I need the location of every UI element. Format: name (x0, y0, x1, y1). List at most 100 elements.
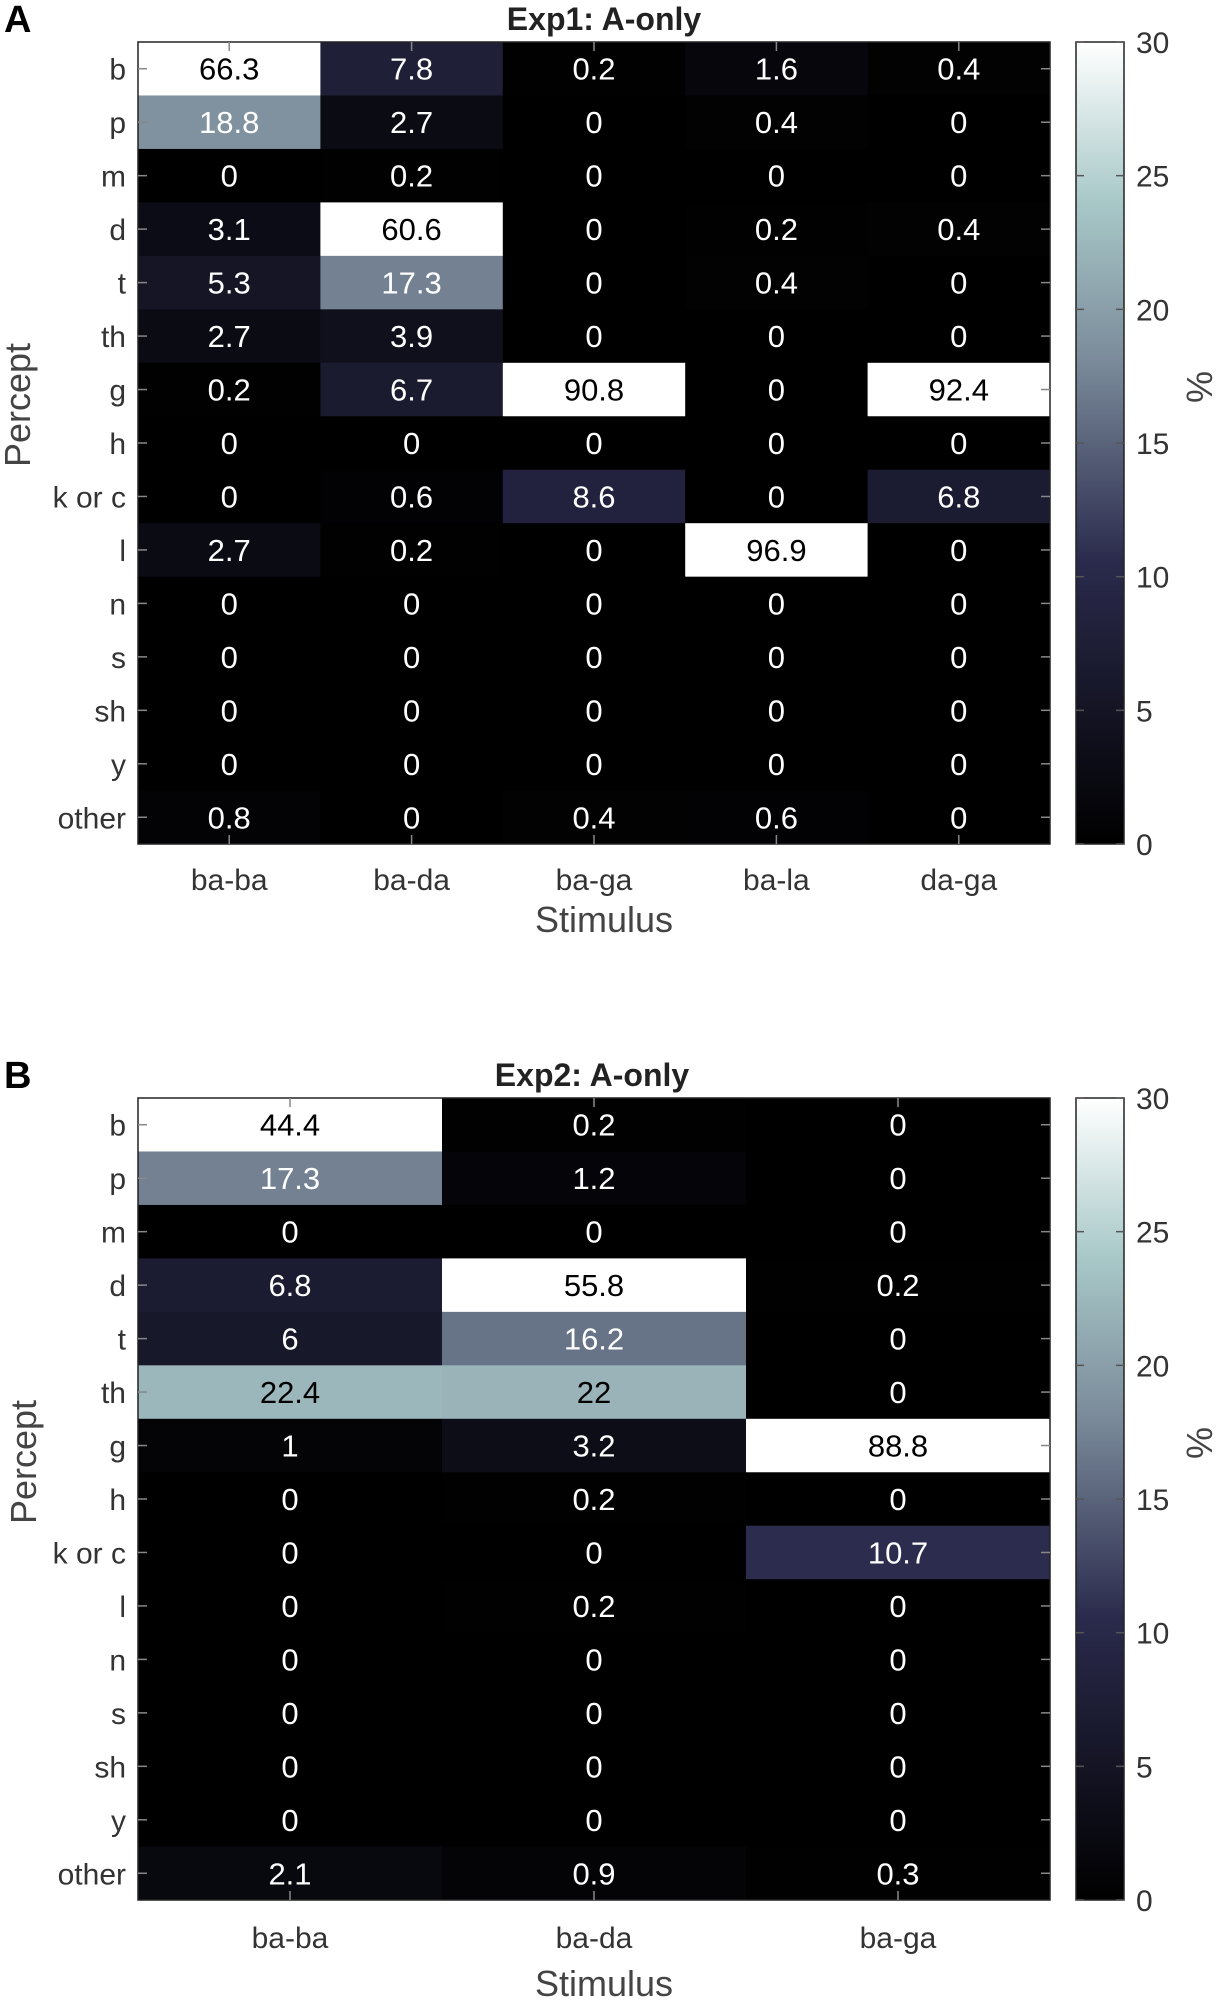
cell-value-label: 5.3 (208, 266, 251, 301)
cell-value-label: 0 (889, 1749, 906, 1784)
cell-value-label: 88.8 (868, 1429, 928, 1464)
heatmap-cell (138, 202, 321, 257)
cell-value-label: 0.4 (572, 800, 615, 835)
cell-value-label: 6.8 (268, 1268, 311, 1303)
y-tick-label: d (109, 1270, 126, 1303)
heatmap-cell (442, 1632, 747, 1687)
y-tick-label: h (109, 1484, 126, 1517)
y-tick-label: l (119, 1591, 126, 1624)
heatmap-cell (685, 576, 869, 631)
cell-value-label: 0 (768, 640, 785, 675)
heatmap-cell (685, 469, 869, 524)
heatmap-cell (867, 148, 1051, 203)
cell-value-label: 0.9 (572, 1856, 615, 1891)
y-tick-label: d (109, 214, 126, 247)
cell-value-label: 18.8 (199, 105, 259, 140)
heatmap-cell (746, 1579, 1051, 1634)
heatmap-cell (502, 362, 686, 417)
heatmap-cell (867, 737, 1051, 792)
heatmap-cell (867, 95, 1051, 150)
cell-value-label: 0.4 (755, 105, 798, 140)
cell-value-label: 92.4 (929, 373, 989, 408)
cell-value-label: 0.6 (390, 479, 433, 514)
heatmap-cell (138, 1151, 443, 1206)
heatmap-cell (138, 255, 321, 310)
cell-value-label: 0 (585, 533, 602, 568)
colorbar-tick-label: 0 (1136, 1885, 1153, 1918)
heatmap-cell (442, 1472, 747, 1527)
cell-value-label: 0 (585, 1642, 602, 1677)
cell-value-label: 96.9 (746, 533, 806, 568)
cell-value-label: 0 (585, 426, 602, 461)
cell-value-label: 0 (889, 1589, 906, 1624)
heatmap-cell (442, 1258, 747, 1313)
panel-b-letter: B (4, 1055, 31, 1097)
cell-value-label: 7.8 (390, 52, 433, 87)
heatmap-cell (442, 1204, 747, 1259)
x-tick-label: ba-da (556, 1922, 633, 1955)
heatmap-cell (867, 202, 1051, 257)
heatmap-cell (502, 95, 686, 150)
cell-value-label: 17.3 (260, 1161, 320, 1196)
panel-b-colorbar-label: % (1179, 1427, 1220, 1459)
cell-value-label: 0 (768, 586, 785, 621)
heatmap-cell (138, 1472, 443, 1527)
panel-b-title: Exp2: A-only (495, 1057, 690, 1093)
cell-value-label: 2.1 (268, 1856, 311, 1891)
cell-value-label: 44.4 (260, 1108, 320, 1143)
y-tick-label: p (109, 107, 126, 140)
y-tick-label: y (111, 749, 126, 782)
heatmap-cell (867, 362, 1051, 417)
heatmap-cell (746, 1793, 1051, 1848)
heatmap-cell (685, 683, 869, 738)
cell-value-label: 0 (281, 1642, 298, 1677)
cell-value-label: 0 (768, 479, 785, 514)
cell-value-label: 0.2 (572, 1108, 615, 1143)
heatmap-cell (867, 469, 1051, 524)
heatmap-cell (320, 309, 504, 364)
heatmap-cell (320, 683, 504, 738)
heatmap-cell (138, 576, 321, 631)
y-tick-label: m (101, 1217, 126, 1250)
colorbar-tick-label: 5 (1136, 1751, 1153, 1784)
panel-a: A Exp1: A-only 66.3 7.8 0.2 1.6 0.4 18.8 2.7 0 0… (0, 0, 1220, 940)
cell-value-label: 0.4 (755, 266, 798, 301)
cell-value-label: 0 (950, 266, 967, 301)
heatmap-cell (502, 255, 686, 310)
cell-value-label: 0.2 (572, 52, 615, 87)
y-tick-label: g (109, 1431, 126, 1464)
heatmap-cell (320, 737, 504, 792)
cell-value-label: 22 (577, 1375, 611, 1410)
heatmap-cell (138, 737, 321, 792)
y-tick-label: sh (94, 695, 126, 728)
cell-value-label: 17.3 (381, 266, 441, 301)
y-tick-label: b (109, 1110, 126, 1143)
cell-value-label: 0 (403, 426, 420, 461)
y-tick-label: t (118, 1324, 127, 1357)
panel-b: B Exp2: A-only 44.4 0.2 0 17.3 1.2 0 0 0 0 6.8 55.… (3, 1055, 1220, 2001)
heatmap-cell (502, 416, 686, 471)
panel-a-title: Exp1: A-only (507, 1, 702, 37)
y-tick-label: p (109, 1163, 126, 1196)
y-tick-label: sh (94, 1751, 126, 1784)
heatmap-cell (320, 416, 504, 471)
cell-value-label: 22.4 (260, 1375, 320, 1410)
cell-value-label: 0 (281, 1535, 298, 1570)
cell-value-label: 0 (585, 212, 602, 247)
cell-value-label: 0.2 (572, 1482, 615, 1517)
heatmap-cell (746, 1204, 1051, 1259)
cell-value-label: 16.2 (564, 1322, 624, 1357)
heatmap-cell (320, 95, 504, 150)
heatmap-cell (746, 1632, 1051, 1687)
cell-value-label: 0 (950, 426, 967, 461)
cell-value-label: 0.2 (876, 1268, 919, 1303)
cell-value-label: 0 (221, 640, 238, 675)
cell-value-label: 0 (889, 1642, 906, 1677)
cell-value-label: 6 (281, 1322, 298, 1357)
cell-value-label: 0.2 (755, 212, 798, 247)
colorbar-tick-label: 25 (1136, 161, 1169, 194)
heatmap-cell (746, 1151, 1051, 1206)
y-tick-label: l (119, 535, 126, 568)
cell-value-label: 0 (585, 640, 602, 675)
